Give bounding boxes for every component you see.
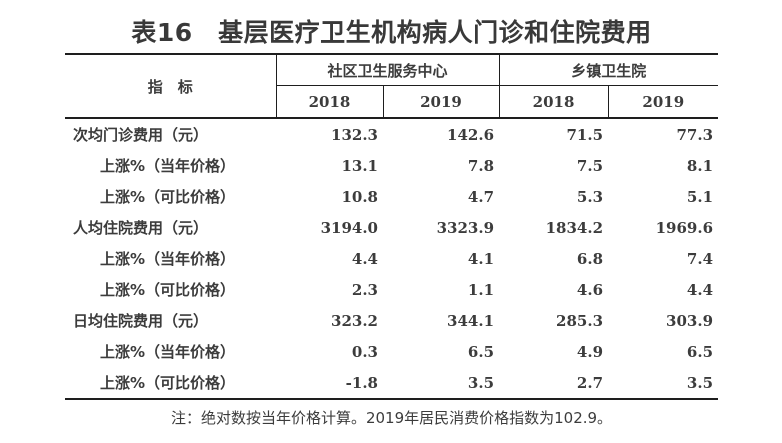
table-row: 上涨%（可比价格） 2.3 1.1 4.6 4.4: [65, 274, 718, 305]
value-cell: 5.1: [686, 187, 714, 206]
indicator-cell: 次均门诊费用（元）: [73, 126, 209, 144]
value-cell: 4.4: [351, 249, 378, 268]
value-cell: 3.5: [383, 367, 500, 400]
value-cell: 2.3: [351, 280, 378, 299]
table-row: 上涨%（可比价格） 10.8 4.7 5.3 5.1: [65, 181, 718, 212]
value-cell: 1.1: [467, 280, 495, 299]
value-cell: 0.3: [351, 342, 378, 361]
indicator-cell: 日均住院费用（元）: [73, 312, 209, 330]
header-group-row: 指 标 社区卫生服务中心 乡镇卫生院: [65, 54, 719, 119]
table-row: 次均门诊费用（元） 132.3 142.6 71.5 77.3: [65, 118, 718, 150]
indicator-cell: 上涨%（当年价格）: [100, 343, 236, 361]
table-row: 上涨%（可比价格） -1.8 3.5 2.7 3.5: [65, 367, 719, 400]
value-cell: 142.6: [447, 125, 495, 144]
indicator-cell: 上涨%（可比价格）: [65, 367, 276, 400]
value-cell: 1969.6: [655, 218, 714, 237]
value-cell: 3.5: [608, 367, 719, 400]
table-row: 上涨%（当年价格） 0.3 6.5 4.9 6.5: [65, 336, 718, 367]
value-cell: 4.6: [576, 280, 604, 299]
value-cell: 132.3: [331, 125, 378, 144]
indicator-cell: 上涨%（当年价格）: [100, 250, 236, 268]
header-year-row: 2018 2019 2018 2019: [65, 85, 719, 119]
value-cell: 6.5: [467, 342, 495, 361]
year-header-community-2019: 2019: [383, 85, 500, 119]
indicator-column-header: 指 标: [65, 54, 277, 119]
value-cell: 4.7: [467, 187, 495, 206]
value-cell: 303.9: [666, 311, 714, 330]
table-body: 次均门诊费用（元） 132.3 142.6 71.5 77.3 上涨%（当年价格…: [65, 118, 719, 400]
table-header: 指 标 社区卫生服务中心 乡镇卫生院 2018 2019 2018 2019: [65, 54, 719, 119]
value-cell: -1.8: [276, 367, 383, 400]
table-row: 上涨%（当年价格） 4.4 4.1 6.8 7.4: [65, 243, 718, 274]
indicator-cell: 上涨%（可比价格）: [100, 281, 236, 299]
value-cell: 5.3: [576, 187, 604, 206]
value-cell: 8.1: [686, 156, 714, 175]
value-cell: 7.8: [467, 156, 495, 175]
table-row: 上涨%（当年价格） 13.1 7.8 7.5 8.1: [65, 150, 718, 181]
value-cell: 344.1: [447, 311, 495, 330]
value-cell: 3194.0: [320, 218, 378, 237]
table-row: 日均住院费用（元） 323.2 344.1 285.3 303.9: [65, 305, 718, 336]
value-cell: 3323.9: [436, 218, 495, 237]
table-row: 人均住院费用（元） 3194.0 3323.9 1834.2 1969.6: [65, 212, 718, 243]
value-cell: 4.1: [467, 249, 495, 268]
page-title: 表16 基层医疗卫生机构病人门诊和住院费用: [131, 18, 652, 47]
value-cell: 77.3: [676, 125, 714, 144]
value-cell: 6.8: [576, 249, 604, 268]
group-header-township-clinic: 乡镇卫生院: [499, 54, 719, 86]
value-cell: 6.5: [686, 342, 714, 361]
indicator-cell: 上涨%（当年价格）: [100, 157, 236, 175]
value-cell: 323.2: [331, 311, 378, 330]
value-cell: 13.1: [341, 156, 378, 175]
value-cell: 4.9: [576, 342, 604, 361]
value-cell: 10.8: [341, 187, 378, 206]
value-cell: 2.7: [499, 367, 609, 400]
indicator-cell: 上涨%（可比价格）: [100, 188, 236, 206]
value-cell: 285.3: [556, 311, 604, 330]
value-cell: 1834.2: [545, 218, 604, 237]
year-header-township-2019: 2019: [608, 85, 719, 119]
indicator-cell: 人均住院费用（元）: [73, 219, 209, 237]
value-cell: 7.4: [686, 249, 714, 268]
year-header-community-2018: 2018: [276, 85, 384, 119]
group-header-community-center: 社区卫生服务中心: [276, 54, 500, 86]
table-note: 注：绝对数按当年价格计算。2019年居民消费价格指数为102.9。: [170, 409, 613, 427]
stat-table: 指 标 社区卫生服务中心 乡镇卫生院 2018 2019 2018 2019 次…: [65, 53, 719, 400]
value-cell: 71.5: [566, 125, 604, 144]
value-cell: 7.5: [576, 156, 604, 175]
year-header-township-2018: 2018: [499, 85, 609, 119]
value-cell: 4.4: [686, 280, 714, 299]
